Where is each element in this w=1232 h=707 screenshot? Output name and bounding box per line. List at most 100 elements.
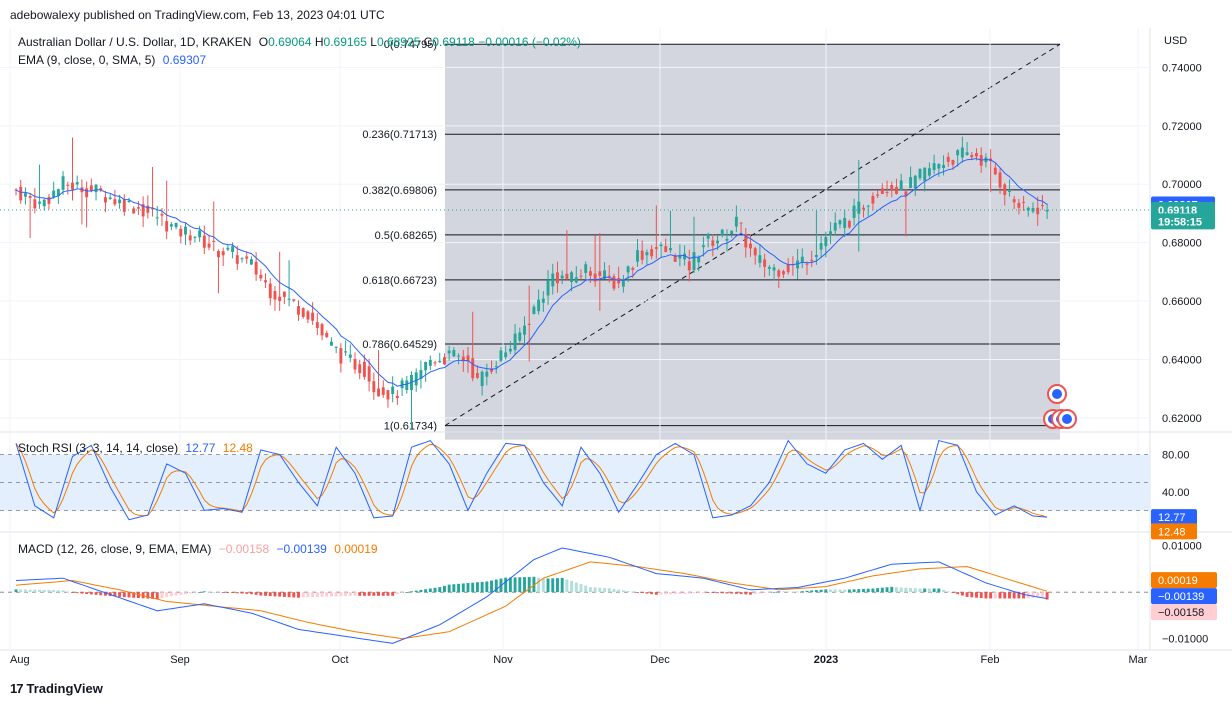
macd-histogram-bar xyxy=(537,577,541,593)
candle-body xyxy=(273,291,277,300)
candle xyxy=(706,232,710,248)
macd-histogram-bar xyxy=(588,587,592,593)
fib-level-label: 0.382(0.69806) xyxy=(362,185,437,197)
macd-histogram-bar xyxy=(348,592,352,596)
macd-histogram-bar xyxy=(739,592,743,595)
macd-histogram-bar xyxy=(786,591,790,593)
macd-histogram-bar xyxy=(1040,592,1044,597)
macd-histogram-bar xyxy=(508,577,512,593)
candle-body xyxy=(951,159,955,165)
candle-body xyxy=(584,264,588,273)
candle-body xyxy=(85,188,89,198)
macd-histogram-bar xyxy=(645,592,649,594)
chart-canvas[interactable]: 0(0.74795) 0.236(0.71713) 0.382(0.69806) 0.… xyxy=(0,28,1232,673)
candle-body xyxy=(184,226,187,235)
candle xyxy=(466,346,470,373)
candle-body xyxy=(353,359,357,370)
open-label: O xyxy=(258,35,269,49)
candle xyxy=(730,230,734,238)
candle-body xyxy=(362,361,366,377)
candle xyxy=(89,178,93,193)
macd-histogram-bar xyxy=(231,592,235,594)
candle xyxy=(249,256,253,266)
candle xyxy=(1045,203,1049,219)
time-tick-label: Dec xyxy=(650,654,670,666)
macd-histogram-bar xyxy=(913,588,917,593)
candle-body xyxy=(1003,184,1007,195)
stoch-legend: Stoch RSI (3, 3, 14, 14, close) 12.77 12… xyxy=(18,441,253,455)
macd-histogram-bar xyxy=(763,592,767,594)
symbol-label[interactable]: Australian Dollar / U.S. Dollar, 1D, KRA… xyxy=(18,35,252,49)
candle xyxy=(108,194,112,200)
candle xyxy=(75,175,79,189)
macd-histogram-bar xyxy=(278,592,282,597)
candle xyxy=(419,360,423,389)
candle-body xyxy=(287,298,291,300)
candle-body xyxy=(245,256,249,259)
candle-body xyxy=(918,168,922,179)
candle-body xyxy=(758,255,762,263)
stoch-tick-label: 40.00 xyxy=(1162,487,1190,499)
candle-body xyxy=(523,325,526,335)
macd-histogram-bar xyxy=(579,584,583,593)
macd-histogram-bar xyxy=(103,592,107,596)
macd-histogram-bar xyxy=(767,592,771,593)
candle xyxy=(1040,194,1044,210)
candle xyxy=(772,264,776,281)
publisher-line: adebowalexy published on TradingView.com… xyxy=(10,8,385,22)
candle xyxy=(278,251,282,311)
macd-histogram-bar xyxy=(52,590,56,593)
candle-body xyxy=(706,233,710,239)
macd-histogram-bar xyxy=(358,592,362,596)
footer-brand[interactable]: TradingView xyxy=(26,681,103,696)
macd-histogram-bar xyxy=(965,592,969,597)
candle-body xyxy=(781,271,785,275)
stoch-label[interactable]: Stoch RSI (3, 3, 14, 14, close) xyxy=(18,441,179,455)
macd-histogram-bar xyxy=(927,588,931,593)
macd-label[interactable]: MACD (12, 26, close, 9, EMA, EMA) xyxy=(18,542,212,556)
candle-body xyxy=(433,362,437,364)
candle xyxy=(584,261,588,281)
candle-body xyxy=(518,332,522,341)
chart-frame[interactable]: 0(0.74795) 0.236(0.71713) 0.382(0.69806) 0.… xyxy=(0,28,1232,673)
fib-retracement-zone[interactable] xyxy=(445,44,1060,440)
candle-body xyxy=(993,167,997,175)
candle xyxy=(1036,196,1040,226)
candle-body xyxy=(278,296,282,302)
macd-histogram-bar xyxy=(475,582,479,593)
candle xyxy=(14,188,18,196)
price-tick-label: 0.70000 xyxy=(1162,179,1202,191)
candle xyxy=(753,246,757,265)
candle xyxy=(588,266,592,284)
time-tick-label: 2023 xyxy=(814,654,838,666)
macd-histogram-bar xyxy=(207,591,211,593)
candle-body xyxy=(753,248,757,256)
candle xyxy=(880,183,884,195)
candle xyxy=(485,363,489,386)
candle-body xyxy=(344,351,348,353)
candle xyxy=(913,174,917,197)
fib-trend-line xyxy=(444,43,1061,427)
candle xyxy=(424,361,428,382)
candle xyxy=(621,275,625,293)
candle-body xyxy=(659,244,663,247)
candle xyxy=(871,192,875,211)
candle-body xyxy=(494,366,498,368)
macd-histogram-bar xyxy=(942,589,946,593)
macd-histogram-bar xyxy=(306,592,310,598)
candle-body xyxy=(1026,207,1030,211)
candle xyxy=(739,222,743,234)
macd-histogram-bar xyxy=(880,587,884,593)
ema-label[interactable]: EMA (9, close, 0, SMA, 5) xyxy=(18,53,156,67)
macd-histogram-bar xyxy=(603,587,607,593)
candle xyxy=(315,313,319,336)
tradingview-logo-icon[interactable]: 17 xyxy=(10,681,24,696)
stoch-k-value: 12.77 xyxy=(185,441,216,455)
macd-histogram-bar xyxy=(716,592,720,594)
candle xyxy=(527,285,531,362)
macd-histogram-bar xyxy=(249,592,253,595)
macd-histogram-bar xyxy=(1007,592,1011,599)
candle-body xyxy=(1040,205,1044,207)
candle xyxy=(1003,182,1007,206)
candle-body xyxy=(151,208,155,210)
